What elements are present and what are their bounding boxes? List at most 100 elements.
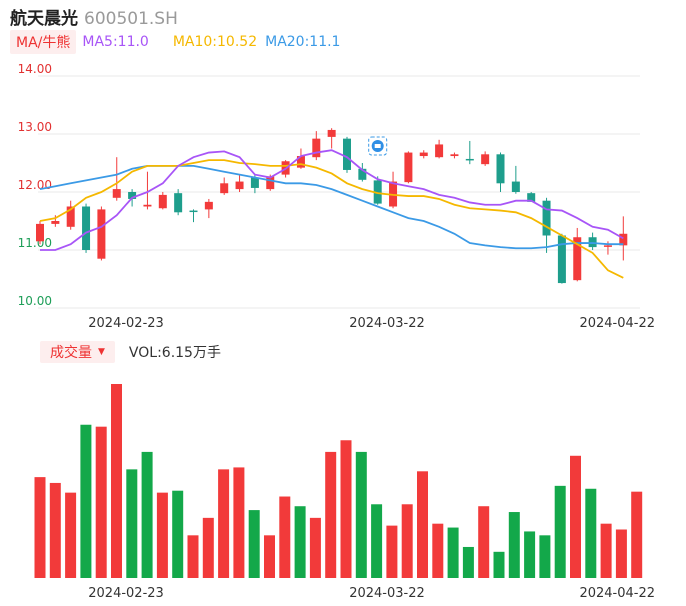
date-tick-label: 2024-03-22 <box>349 316 425 331</box>
ma-lines <box>39 149 624 279</box>
volume-bar <box>508 512 520 578</box>
volume-bar <box>355 451 367 578</box>
stock-header: 航天晨光 600501.SH <box>10 4 178 29</box>
date-axis-labels: 2024-02-23 2024-03-22 2024-04-22 <box>88 316 655 331</box>
volume-bar <box>631 491 643 578</box>
y-tick-label: 14.00 <box>18 62 52 76</box>
volume-bar <box>539 535 551 578</box>
badge-frame <box>368 136 388 156</box>
candle-body <box>373 180 382 204</box>
volume-date-tick-label: 2024-03-22 <box>349 586 425 601</box>
ma-legend: MA/牛熊 MA5:11.0 MA10:10.52 MA20:11.1 <box>10 30 340 54</box>
volume-bar <box>95 426 107 578</box>
volume-bar <box>493 551 505 578</box>
ma10-label: MA10:10.52 <box>172 34 258 50</box>
volume-bar <box>111 384 122 578</box>
candle-body <box>465 158 474 161</box>
candle-body <box>51 221 60 224</box>
candle-body <box>343 138 351 170</box>
candle-body <box>542 200 551 236</box>
volume-date-tick-label: 2024-02-23 <box>88 586 164 601</box>
candle-body <box>312 138 321 158</box>
volume-bar <box>340 440 352 578</box>
candle-body <box>573 237 582 281</box>
volume-bar <box>432 523 444 578</box>
price-axis-labels: 14.00 13.00 12.00 11.00 10.00 <box>18 62 52 308</box>
volume-bar <box>325 451 337 578</box>
volume-bar <box>34 477 46 578</box>
ma20-label: MA20:11.1 <box>265 34 341 50</box>
candle-body <box>82 206 91 250</box>
candle-body <box>496 154 505 184</box>
candle-body <box>603 245 612 247</box>
candle-body <box>511 181 520 192</box>
candle-body <box>158 194 167 209</box>
volume-bar <box>386 525 398 578</box>
candle-body <box>358 168 367 180</box>
candle-body <box>66 206 75 227</box>
candle-body <box>481 154 490 165</box>
volume-bar <box>279 496 291 578</box>
volume-bar <box>615 529 627 578</box>
volume-bar <box>478 506 490 578</box>
candle-body <box>97 209 106 259</box>
candle-body <box>296 156 305 168</box>
candle-body <box>143 204 152 207</box>
volume-bar <box>248 510 260 578</box>
ma10-line <box>39 159 624 279</box>
candle-body <box>450 154 459 157</box>
volume-legend: 成交量 ▼ VOL:6.15万手 <box>40 341 221 363</box>
stock-name: 航天晨光 <box>10 9 78 29</box>
caret-down-icon: ▼ <box>98 347 105 357</box>
ma5-label: MA5:11.0 <box>82 34 149 50</box>
volume-bars <box>34 384 643 578</box>
candle-body <box>419 152 428 157</box>
volume-bar <box>233 467 245 578</box>
volume-bar <box>585 488 597 578</box>
candle-body <box>435 144 444 158</box>
ma5-line <box>40 149 624 251</box>
candle-body <box>327 129 336 137</box>
volume-bar <box>80 424 92 578</box>
volume-bar <box>570 455 581 578</box>
volume-date-axis-labels: 2024-02-23 2024-03-22 2024-04-22 <box>88 586 655 601</box>
candle-body <box>266 176 275 190</box>
volume-bar <box>309 517 321 578</box>
candle-body <box>619 233 628 246</box>
volume-bar <box>294 506 306 578</box>
volume-bar <box>156 492 168 578</box>
volume-bar <box>202 517 214 578</box>
candle-body <box>112 189 121 198</box>
volume-indicator-dropdown[interactable]: 成交量 ▼ <box>40 341 115 363</box>
y-tick-label: 13.00 <box>18 120 52 134</box>
candle-body <box>189 210 198 213</box>
candle-body <box>235 181 244 190</box>
volume-bar <box>264 535 275 578</box>
candle-body <box>527 193 536 202</box>
volume-bar <box>417 471 428 578</box>
volume-bar <box>524 531 536 578</box>
ma-mode-toggle[interactable]: MA/牛熊 <box>10 30 77 54</box>
y-tick-label: 11.00 <box>18 236 52 250</box>
candle-body <box>250 177 259 188</box>
candle-body <box>128 192 137 199</box>
candle-body <box>404 152 413 183</box>
candle-body <box>36 223 44 242</box>
candle-body <box>174 193 183 213</box>
volume-bar <box>65 492 77 578</box>
candle-body <box>557 235 566 284</box>
volume-value: VOL:6.15万手 <box>128 345 221 361</box>
volume-bar <box>401 504 413 578</box>
y-tick-label: 12.00 <box>18 178 52 192</box>
ma20-line <box>39 164 624 250</box>
candle-body <box>220 183 229 194</box>
volume-bar <box>49 482 61 578</box>
volume-date-tick-label: 2024-04-22 <box>579 586 655 601</box>
volume-bar <box>141 451 153 578</box>
candle-body <box>204 201 213 210</box>
volume-bar <box>187 535 199 578</box>
volume-bar <box>447 527 459 578</box>
stock-code: 600501.SH <box>84 9 178 29</box>
volume-bar <box>554 485 566 578</box>
